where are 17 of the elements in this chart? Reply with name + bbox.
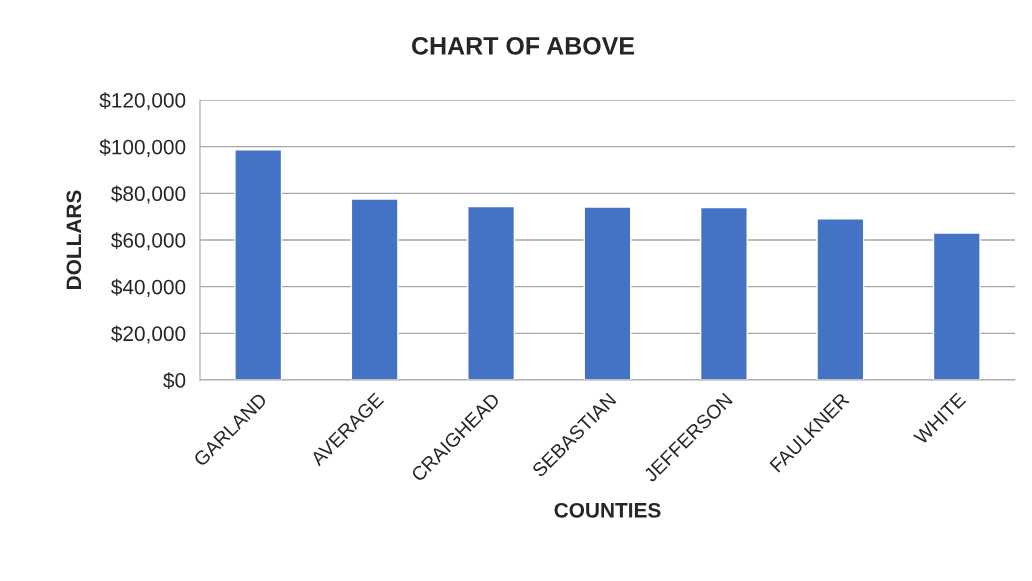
chart-title: CHART OF ABOVE (412, 37, 635, 55)
y-tick-label: $20,000 (111, 325, 186, 344)
y-tick-label: $40,000 (111, 278, 186, 297)
bar (699, 206, 748, 380)
bar (234, 149, 283, 380)
bar (583, 206, 632, 380)
y-tick-label: $80,000 (111, 185, 186, 204)
y-tick-label: $100,000 (99, 138, 186, 157)
bar (932, 232, 981, 380)
y-tick-label: $120,000 (99, 92, 186, 111)
y-tick-label: $60,000 (111, 232, 186, 251)
bar (350, 198, 399, 380)
x-axis-title: COUNTIES (554, 502, 661, 518)
y-tick-label: $0 (163, 372, 186, 389)
bar (467, 205, 516, 380)
y-axis-title: DOLLARS (66, 190, 82, 289)
bar (816, 218, 865, 380)
